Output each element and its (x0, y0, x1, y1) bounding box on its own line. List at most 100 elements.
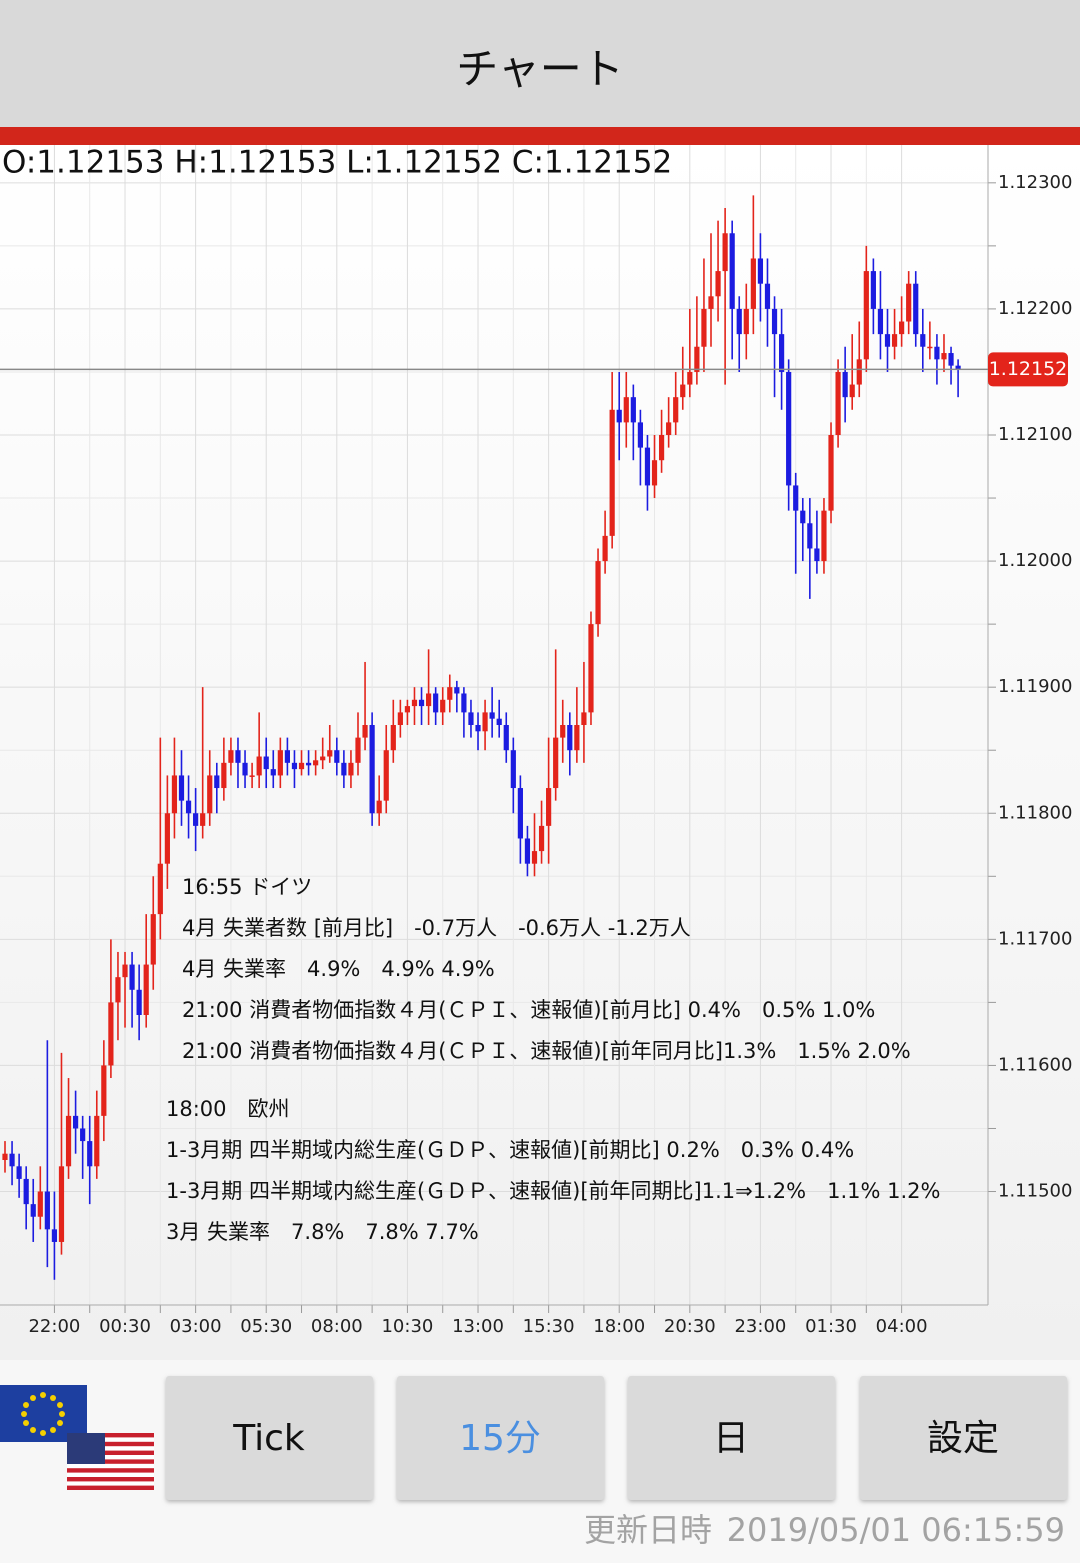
candle-body (404, 706, 411, 713)
candle-body (482, 712, 488, 732)
x-tick-label: 10:30 (381, 1316, 433, 1337)
candle-body (256, 756, 262, 776)
candle-body (348, 762, 354, 776)
candle-body (835, 371, 841, 435)
candle-body (51, 1229, 58, 1242)
x-tick-label: 03:00 (170, 1316, 222, 1337)
candle-body (178, 775, 185, 801)
button[interactable] (166, 1376, 373, 1500)
candle-body (475, 725, 481, 732)
candle-body (884, 334, 891, 347)
candle-body (87, 1141, 93, 1167)
y-tick-label: 1.11800 (998, 802, 1072, 823)
candle-body (461, 693, 467, 713)
ohlc-readout: O:1.12153 H:1.12153 L:1.12152 C:1.12152 (2, 145, 672, 181)
candle-body (426, 693, 432, 707)
candle-body (341, 762, 347, 776)
button-row: Tick 15分 日 設定 (166, 1376, 1067, 1500)
candle-body (9, 1153, 15, 1167)
updated-timestamp: 2019/05/01 06:15:59 (727, 1511, 1065, 1549)
candle-body (842, 371, 848, 398)
candle-body (277, 750, 283, 776)
candle-body (574, 725, 580, 751)
candle-body (757, 258, 764, 284)
button-label[interactable]: 日 (713, 1418, 749, 1459)
candle-body (440, 699, 446, 713)
candle-body (941, 353, 947, 360)
candle-body (207, 775, 213, 814)
candle-body (623, 397, 629, 423)
button[interactable] (397, 1376, 604, 1500)
candle-body (948, 353, 954, 366)
candle-body (821, 510, 827, 562)
candle-body (630, 397, 636, 423)
candle-body (305, 762, 312, 766)
candle-body (588, 624, 594, 713)
candle-body (546, 788, 552, 826)
candle-body (115, 977, 121, 1003)
candle-body (595, 561, 601, 625)
candle-body (553, 737, 559, 789)
candle-body (313, 760, 319, 766)
candle-body (327, 750, 333, 757)
candle-body (129, 964, 135, 990)
candle-body (270, 769, 276, 776)
candle-body (687, 371, 693, 385)
x-tick-label: 01:30 (805, 1316, 857, 1337)
us-flag (67, 1433, 154, 1490)
candle-body (616, 409, 622, 423)
candle-body (531, 851, 538, 864)
button-label[interactable]: 15分 (459, 1418, 541, 1459)
candle-body (214, 775, 220, 789)
x-tick-label: 20:30 (664, 1316, 716, 1337)
candle-body (58, 1166, 65, 1242)
x-tick-label: 08:00 (311, 1316, 363, 1337)
candle-body (849, 384, 855, 398)
candle-body (447, 687, 453, 700)
candle-body (934, 346, 940, 360)
last-price-label: 1.12152 (989, 358, 1068, 380)
candle-body (65, 1115, 72, 1167)
event-annotation: 3月 失業率 7.8% 7.8% 7.7% (166, 1220, 479, 1244)
candle-body (560, 725, 566, 738)
candle-body (73, 1115, 79, 1129)
x-tick-label: 22:00 (28, 1316, 80, 1337)
candle-body (729, 233, 735, 309)
candle-body (376, 800, 382, 814)
candle-body (644, 447, 651, 486)
candle-body (171, 775, 178, 814)
candle-body (920, 334, 926, 347)
candle-body (715, 271, 721, 297)
button-label[interactable]: 設定 (927, 1418, 999, 1459)
last-price-badge (988, 352, 1068, 387)
x-tick-label: 23:00 (734, 1316, 786, 1337)
button[interactable] (628, 1376, 835, 1500)
candle-body (524, 838, 531, 864)
event-annotation: 21:00 消費者物価指数４月(ＣＰＩ、速報値)[前年同月比]1.3% 1.5%… (182, 1039, 911, 1063)
candle-body (602, 535, 608, 562)
y-tick-label: 1.12000 (998, 550, 1072, 571)
header-title: チャート (456, 45, 624, 94)
candle-body (800, 510, 806, 524)
event-annotation: 18:00 欧州 (166, 1097, 290, 1121)
currency-flags (0, 1385, 154, 1490)
candle-body (517, 788, 523, 839)
button-label[interactable]: Tick (232, 1418, 305, 1459)
candle-body (355, 737, 361, 763)
candle-body (143, 964, 149, 1015)
candle-body (418, 699, 425, 707)
x-tick-label: 13:00 (452, 1316, 504, 1337)
candle-body (581, 712, 587, 725)
candle-body (736, 308, 742, 335)
x-tick-label: 04:00 (876, 1316, 928, 1337)
candle-body (150, 914, 156, 965)
candle-body (397, 712, 403, 725)
candle-body (200, 813, 206, 826)
eu-stars (21, 1392, 65, 1436)
event-annotation: 4月 失業者数 [前月比] -0.7万人 -0.6万人 -1.2万人 (182, 916, 691, 940)
candle-body (807, 523, 813, 549)
candle-body (489, 712, 495, 719)
candle-body (454, 687, 460, 694)
button[interactable] (860, 1376, 1067, 1500)
